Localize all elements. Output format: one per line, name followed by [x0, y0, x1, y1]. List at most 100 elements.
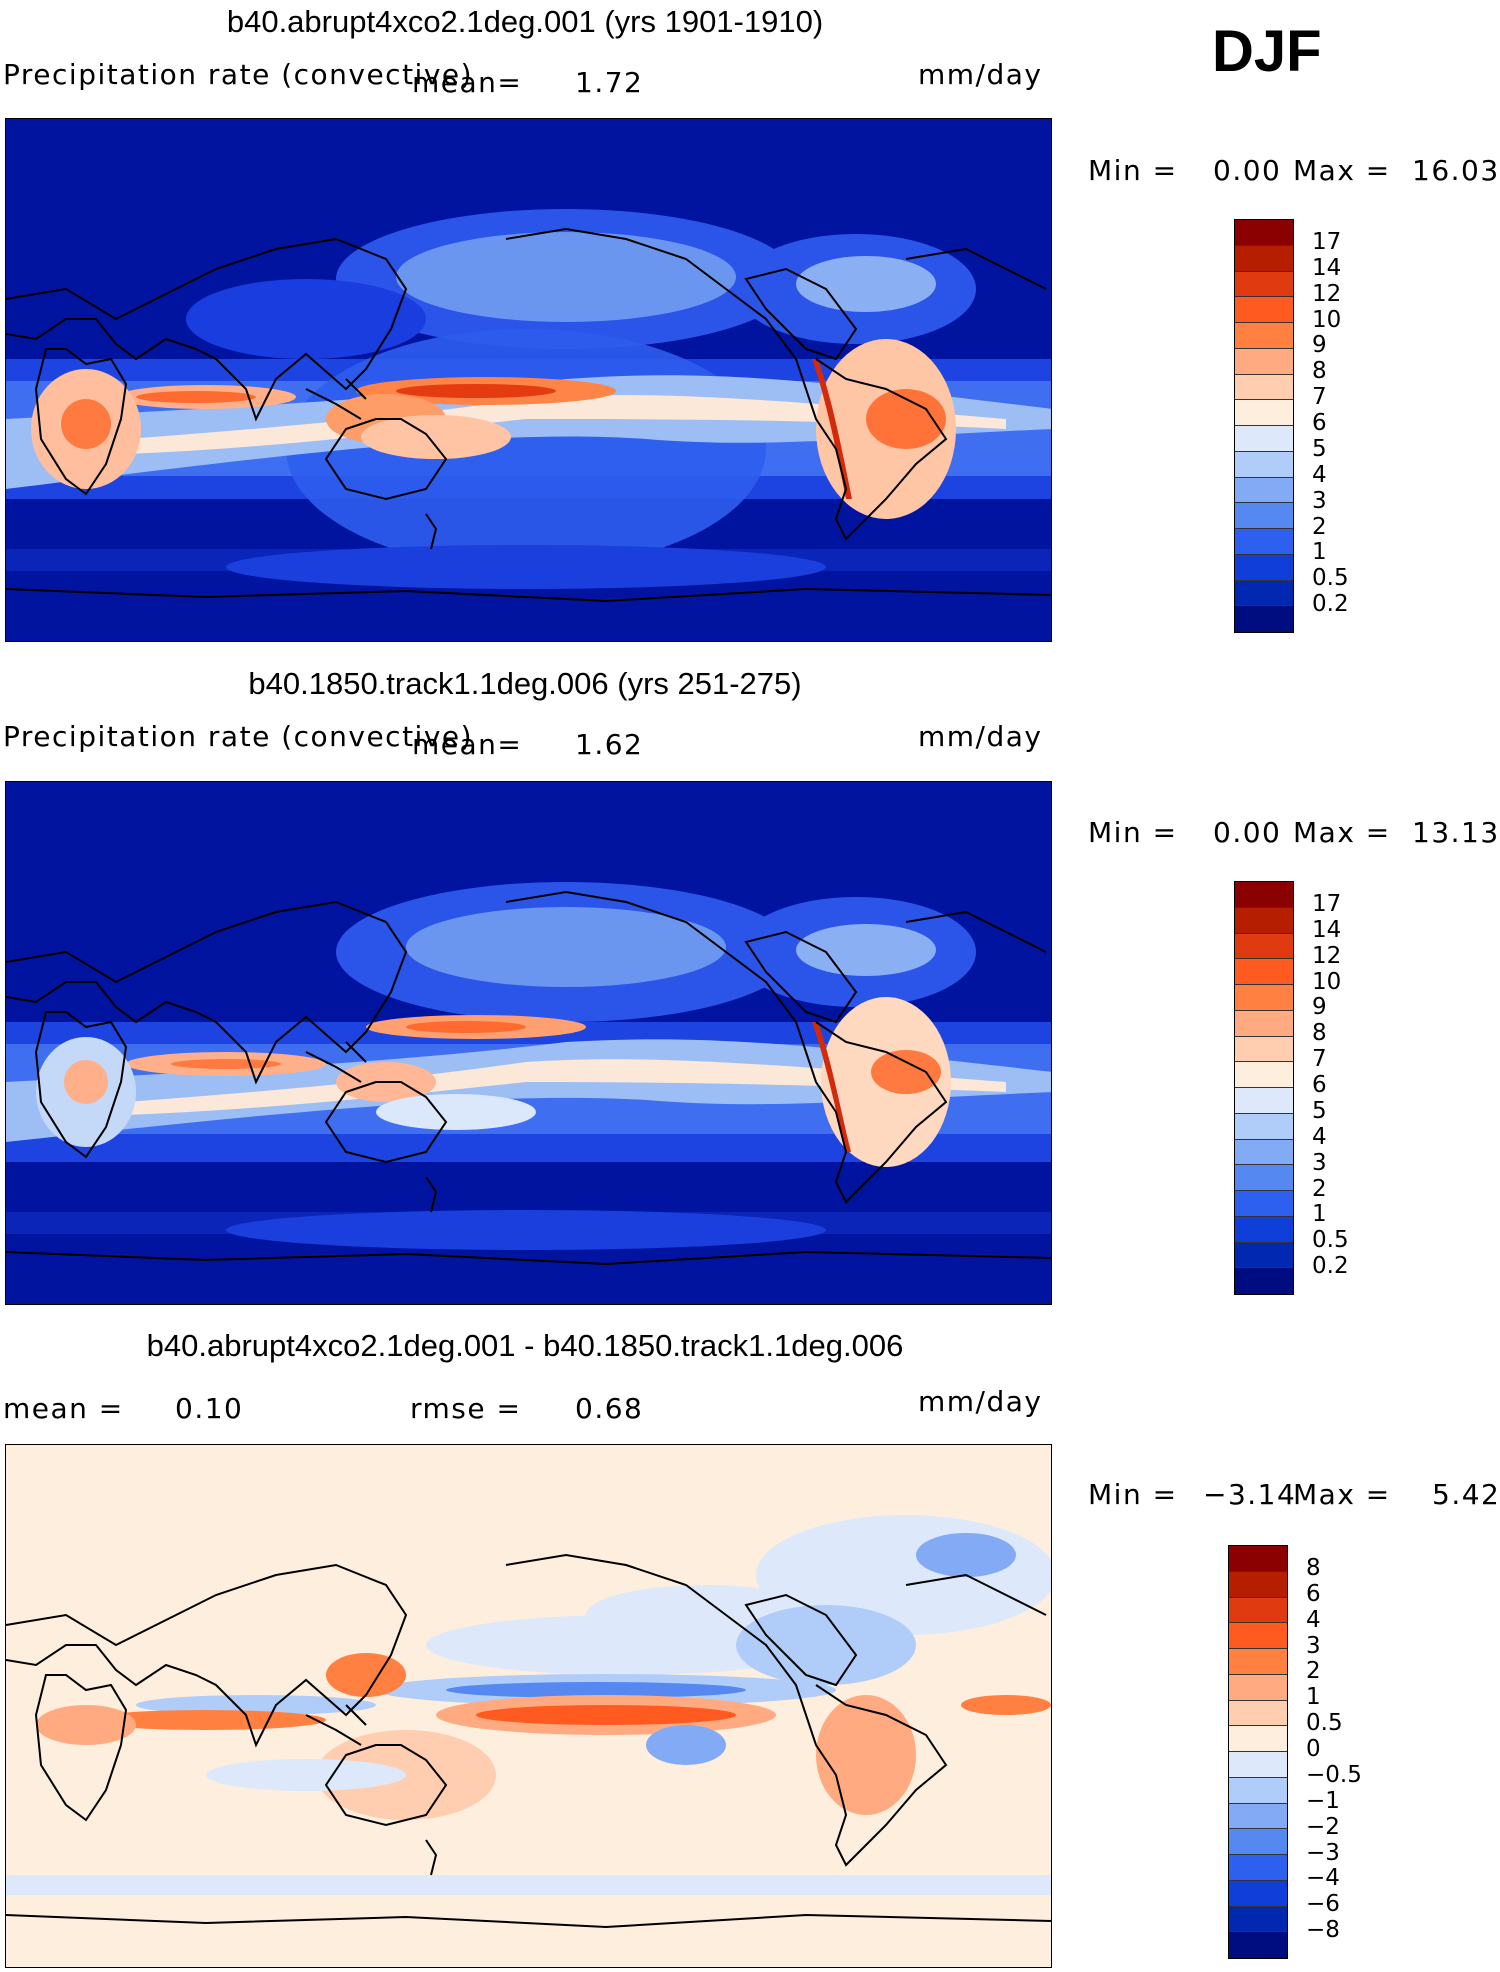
colorbar-cell — [1235, 580, 1293, 607]
panel-1-colorbar — [1234, 219, 1294, 633]
colorbar-cell — [1235, 323, 1293, 349]
colorbar-cell — [1229, 1803, 1287, 1830]
panel-3-min-value: −3.14 — [1203, 1478, 1297, 1511]
colorbar-level-label: 1 — [1312, 539, 1327, 566]
colorbar-cell — [1229, 1546, 1287, 1572]
colorbar-cell — [1235, 529, 1293, 555]
panel-3-min-label: Min = — [1088, 1478, 1178, 1511]
panel-2-title: b40.1850.track1.1deg.006 (yrs 251-275) — [248, 666, 802, 701]
panel-2-min-value: 0.00 — [1213, 816, 1282, 849]
colorbar-cell — [1235, 1191, 1293, 1217]
panel-2-min-label: Min = — [1088, 816, 1178, 849]
panel-3-rmse-value: 0.68 — [575, 1392, 644, 1425]
colorbar-cell — [1229, 1700, 1287, 1727]
panel-1-units: mm/day — [918, 58, 1043, 91]
colorbar-cell — [1235, 1062, 1293, 1088]
colorbar-level-label: 1 — [1312, 1201, 1327, 1228]
colorbar-cell — [1229, 1906, 1287, 1933]
colorbar-cell — [1235, 348, 1293, 375]
colorbar-cell — [1235, 985, 1293, 1011]
colorbar-level-label: 4 — [1312, 1123, 1327, 1150]
colorbar-cell — [1235, 959, 1293, 985]
colorbar-level-label: 7 — [1312, 1046, 1327, 1073]
panel-2-map — [5, 781, 1052, 1305]
panel-3-title: b40.abrupt4xco2.1deg.001 - b40.1850.trac… — [146, 1328, 904, 1363]
colorbar-level-label: 9 — [1312, 994, 1327, 1021]
colorbar-cell — [1229, 1623, 1287, 1649]
panel-2-colorbar — [1234, 881, 1294, 1295]
panel-2-max-label: Max = — [1293, 816, 1391, 849]
colorbar-cell — [1235, 426, 1293, 452]
colorbar-level-label: −3 — [1306, 1839, 1340, 1866]
panel-1-map — [5, 118, 1052, 642]
panel-3-colorbar — [1228, 1545, 1288, 1959]
colorbar-level-label: 8 — [1312, 1020, 1327, 1047]
panel-2-mean-value: 1.62 — [575, 728, 644, 761]
panel-1-colorbar-labels: 17 14 12 10 9 8 7 6 5 4 3 2 1 0.5 0.2 — [1312, 219, 1392, 633]
colorbar-level-label: 10 — [1312, 968, 1342, 995]
colorbar-cell — [1235, 451, 1293, 478]
panel-3-colorbar-labels: 8 6 4 3 2 1 0.5 0 −0.5 −1 −2 −3 −4 −6 −8 — [1306, 1545, 1386, 1959]
colorbar-level-label: 0.5 — [1312, 565, 1349, 592]
colorbar-level-label: 17 — [1312, 228, 1342, 255]
colorbar-cell — [1229, 1752, 1287, 1778]
colorbar-cell — [1235, 297, 1293, 323]
colorbar-cell — [1235, 1010, 1293, 1037]
colorbar-cell — [1235, 503, 1293, 529]
colorbar-cell — [1235, 400, 1293, 426]
colorbar-cell — [1229, 1649, 1287, 1675]
colorbar-level-label: 0.2 — [1312, 591, 1349, 618]
colorbar-cell — [1235, 220, 1293, 246]
colorbar-level-label: 0.5 — [1306, 1710, 1343, 1737]
colorbar-cell — [1235, 1139, 1293, 1166]
colorbar-level-label: 2 — [1306, 1658, 1321, 1685]
colorbar-level-label: 7 — [1312, 384, 1327, 411]
colorbar-cell — [1229, 1726, 1287, 1752]
colorbar-cell — [1235, 1242, 1293, 1269]
panel-3-units: mm/day — [918, 1385, 1043, 1418]
colorbar-level-label: 12 — [1312, 942, 1342, 969]
panel-3-map — [5, 1444, 1052, 1968]
panel-3-mean-label: mean = — [3, 1392, 124, 1425]
panel-3-max-value: 5.42 — [1432, 1478, 1500, 1511]
colorbar-cell — [1235, 1216, 1293, 1243]
colorbar-cell — [1235, 1165, 1293, 1191]
colorbar-cell — [1229, 1597, 1287, 1624]
colorbar-cell — [1229, 1674, 1287, 1701]
panel-1-title: b40.abrupt4xco2.1deg.001 (yrs 1901-1910) — [226, 4, 824, 39]
colorbar-level-label: 1 — [1306, 1684, 1321, 1711]
panel-1-max-label: Max = — [1293, 154, 1391, 187]
colorbar-level-label: 8 — [1306, 1554, 1321, 1581]
colorbar-level-label: −4 — [1306, 1865, 1340, 1892]
colorbar-level-label: 3 — [1312, 487, 1327, 514]
colorbar-level-label: 5 — [1312, 1097, 1327, 1124]
colorbar-level-label: −6 — [1306, 1891, 1340, 1918]
colorbar-level-label: 17 — [1312, 890, 1342, 917]
colorbar-cell — [1229, 1777, 1287, 1804]
colorbar-level-label: 2 — [1312, 513, 1327, 540]
colorbar-cell — [1235, 1036, 1293, 1063]
colorbar-level-label: 4 — [1312, 461, 1327, 488]
colorbar-level-label: 9 — [1312, 332, 1327, 359]
colorbar-level-label: 6 — [1312, 410, 1327, 436]
colorbar-cell — [1235, 554, 1293, 581]
colorbar-level-label: 5 — [1312, 435, 1327, 462]
colorbar-cell — [1235, 374, 1293, 401]
colorbar-level-label: 0 — [1306, 1736, 1321, 1762]
colorbar-cell — [1235, 882, 1293, 908]
colorbar-cell — [1235, 1113, 1293, 1140]
panel-2-max-value: 13.13 — [1412, 816, 1500, 849]
colorbar-level-label: 6 — [1306, 1580, 1321, 1607]
colorbar-level-label: 4 — [1306, 1606, 1321, 1633]
panel-1-mean-label: mean= — [412, 66, 523, 99]
colorbar-level-label: −0.5 — [1306, 1761, 1362, 1788]
panel-3-mean-value: 0.10 — [175, 1392, 244, 1425]
colorbar-level-label: 10 — [1312, 306, 1342, 333]
colorbar-level-label: −1 — [1306, 1787, 1340, 1814]
colorbar-cell — [1235, 907, 1293, 934]
panel-1-variable: Precipitation rate (convective) — [3, 58, 474, 91]
colorbar-cell — [1235, 606, 1293, 632]
panel-2-units: mm/day — [918, 720, 1043, 753]
colorbar-cell — [1235, 245, 1293, 272]
panel-3-max-label: Max = — [1293, 1478, 1391, 1511]
